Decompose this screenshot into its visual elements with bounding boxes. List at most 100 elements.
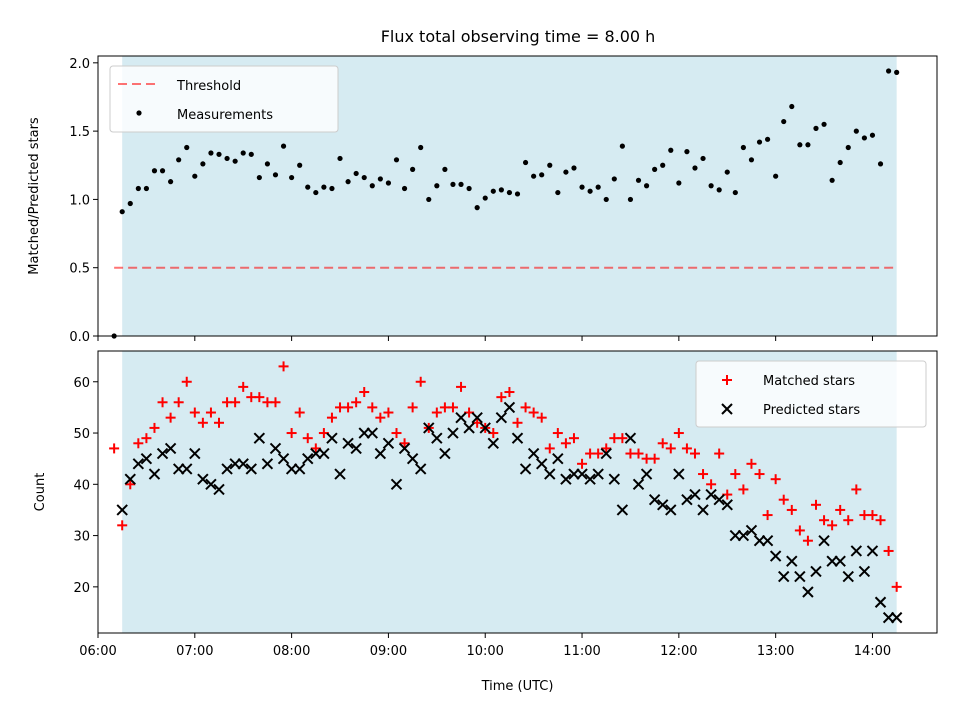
predicted-star-point: [390, 478, 403, 491]
legend-matched-marker: [722, 375, 732, 385]
matched-star-point: [552, 428, 563, 439]
measurement-point: [563, 169, 569, 175]
matched-star-point: [230, 397, 241, 408]
measurement-point: [700, 155, 706, 162]
measurement-point: [264, 161, 271, 167]
measurement-point: [313, 189, 319, 196]
ratio-legend-box: [109, 65, 339, 133]
count-x-tick-label: 06:00: [79, 644, 116, 659]
predicted-star-point: [624, 432, 637, 444]
matched-star-point: [504, 387, 515, 398]
matched-star-point: [512, 417, 523, 428]
measurement-point: [151, 168, 158, 174]
measurement-point: [531, 173, 537, 179]
predicted-star-point: [673, 468, 685, 480]
matched-star-point: [496, 392, 507, 403]
matched-star-point: [714, 448, 725, 459]
measurement-point: [643, 183, 650, 189]
matched-star-point: [278, 361, 289, 372]
matched-star-point: [399, 438, 410, 449]
predicted-star-point: [786, 555, 798, 567]
measurement-point: [369, 183, 375, 189]
predicted-star-point: [866, 545, 879, 557]
measurement-point: [611, 176, 617, 182]
predicted-star-point: [584, 473, 596, 485]
matched-star-point: [593, 448, 604, 459]
measurement-point: [547, 162, 553, 168]
measurement-point: [668, 147, 674, 153]
measurement-point: [458, 181, 464, 187]
legend-measurement-swatch: [136, 110, 142, 116]
predicted-star-point: [657, 499, 669, 511]
count-y-ticks: 20 30 40 50 60: [73, 376, 98, 596]
measurement-point: [522, 159, 529, 166]
predicted-star-point: [132, 458, 145, 470]
measurement-point: [885, 68, 892, 74]
matched-star-point: [520, 402, 531, 413]
measurement-point: [708, 183, 714, 189]
predicted-star-point: [503, 401, 516, 414]
measurement-point: [426, 196, 432, 203]
measurement-point: [232, 158, 238, 164]
measurement-point: [385, 180, 392, 186]
measurement-point: [418, 144, 424, 151]
measurement-point: [877, 161, 884, 167]
predicted-star-point: [181, 463, 193, 475]
predicted-star-point: [334, 468, 346, 480]
measurement-point: [821, 121, 827, 127]
measurement-point: [660, 162, 666, 168]
matched-star-point: [173, 397, 184, 408]
measurement-point: [498, 187, 504, 193]
measurement-point: [176, 157, 182, 163]
matched-star-point: [326, 412, 337, 423]
measurement-point: [490, 188, 496, 194]
predicted-star-point: [245, 463, 257, 475]
measurement-point: [539, 172, 545, 178]
measurement-point: [571, 165, 577, 171]
predicted-star-point: [189, 447, 201, 460]
count-y-tick-label: 40: [73, 478, 90, 493]
matched-star-point: [601, 443, 612, 454]
measurement-point: [272, 172, 279, 178]
predicted-star-point: [350, 442, 362, 455]
measurement-point: [321, 184, 327, 190]
measurement-point: [248, 151, 254, 157]
matched-star-point: [431, 407, 442, 418]
predicted-star-point: [463, 422, 475, 434]
measurement-point: [619, 143, 625, 149]
matched-star-point: [125, 479, 136, 490]
measurement-point: [829, 177, 835, 183]
measurement-points: [111, 68, 900, 339]
matched-star-point: [875, 515, 886, 526]
legend-threshold-label: Threshold: [176, 79, 241, 94]
predicted-star-point: [261, 458, 274, 470]
matched-star-point: [819, 515, 830, 526]
predicted-star-point: [124, 473, 136, 485]
matched-star-point: [343, 402, 354, 413]
matched-star-point: [754, 469, 765, 480]
predicted-star-point: [253, 432, 266, 444]
predicted-star-point: [794, 570, 806, 583]
measurement-point: [627, 196, 634, 203]
matched-star-point: [827, 520, 838, 531]
count-legend: Matched stars Predicted stars: [695, 360, 927, 428]
measurement-point: [773, 173, 779, 179]
matched-star-point: [657, 438, 668, 449]
ratio-y-ticks: 0.0 0.5 1.0 1.5 2.0: [69, 57, 98, 345]
predicted-star-point: [479, 422, 491, 434]
matched-star-point: [730, 469, 741, 480]
measurement-point: [716, 187, 722, 193]
predicted-star-point: [302, 452, 314, 465]
count-x-ticks: 06:00 07:00 08:00 09:00 10:00 11:00 12:00 13:00…: [79, 633, 891, 659]
measurement-point: [692, 165, 698, 171]
predicted-star-point: [511, 432, 524, 444]
predicted-star-point: [681, 493, 693, 506]
matched-star-point: [165, 412, 176, 423]
measurement-point: [748, 157, 755, 163]
matched-star-point: [802, 535, 813, 546]
predicted-star-point: [648, 493, 661, 506]
measurement-point: [740, 144, 746, 151]
predicted-star-point: [213, 483, 225, 496]
matched-stars-points: [109, 361, 902, 592]
matched-star-point: [367, 402, 378, 413]
